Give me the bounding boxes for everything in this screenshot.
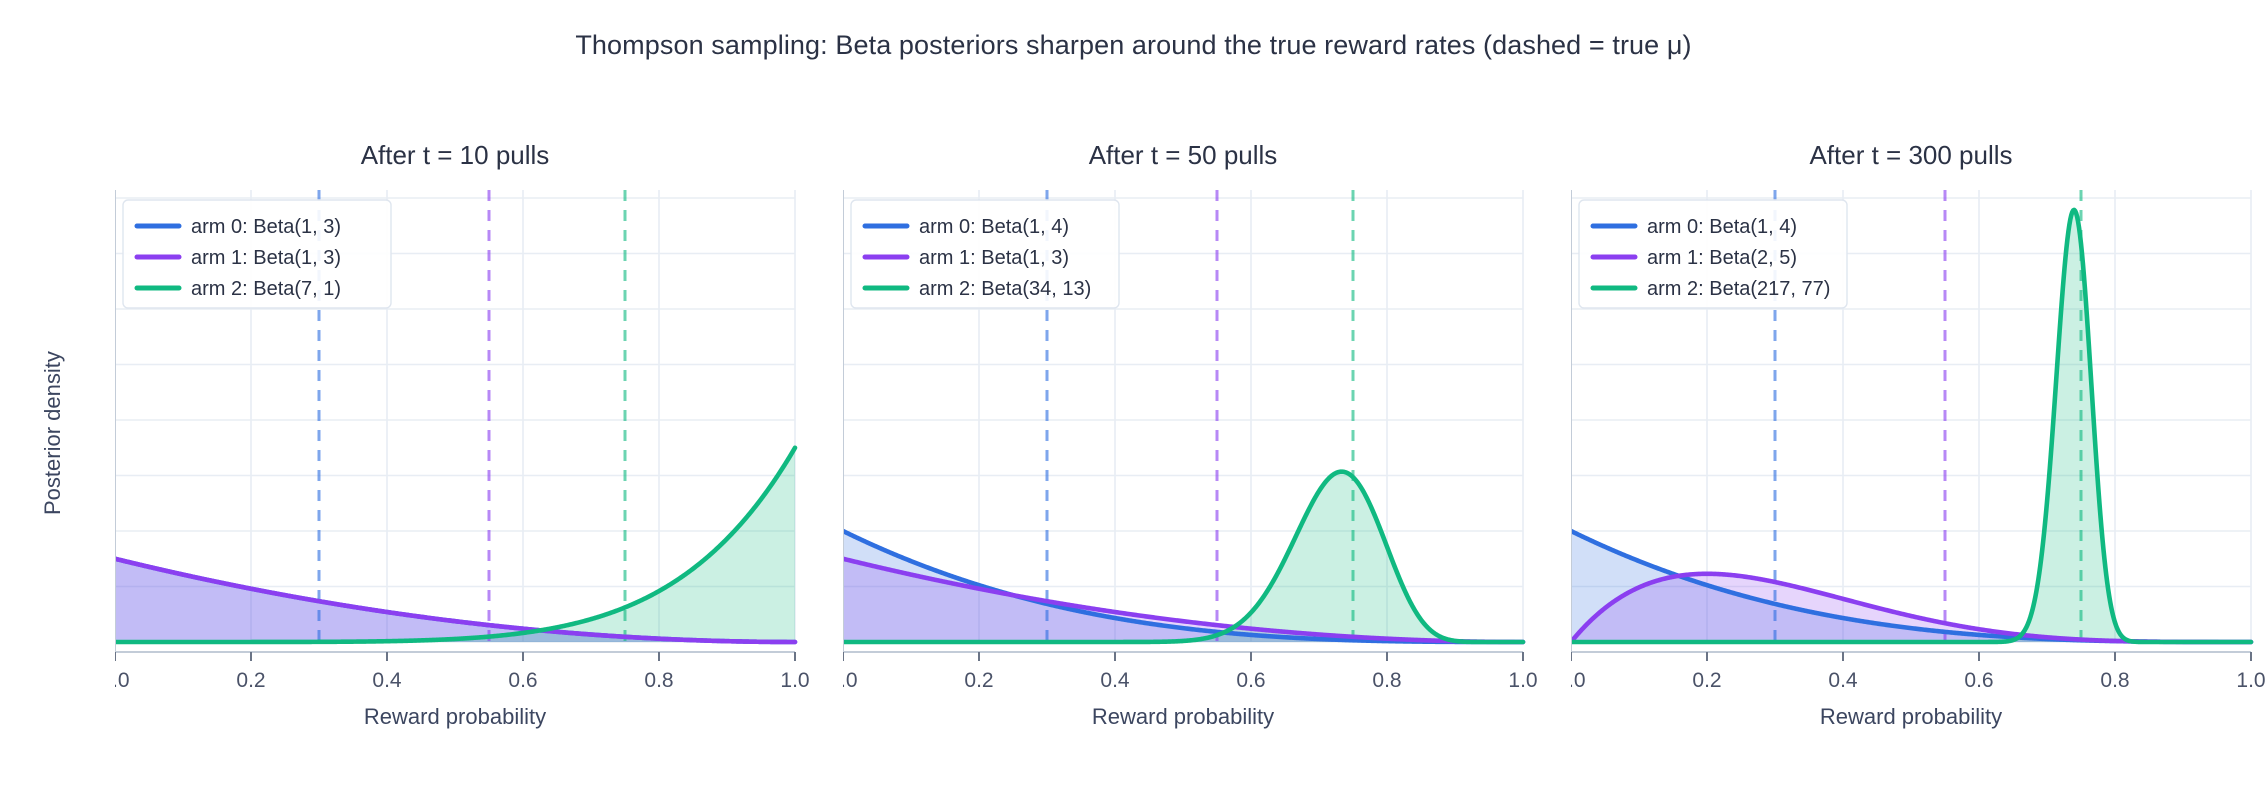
legend-label-arm-2: arm 2: Beta(7, 1) bbox=[191, 278, 341, 300]
legend-label-arm-2: arm 2: Beta(34, 13) bbox=[919, 278, 1091, 300]
x-axis-label: Reward probability bbox=[1091, 704, 1275, 729]
plot-area-0: 0.00.20.40.60.81.00246810121416arm 0: Be… bbox=[115, 190, 810, 692]
legend-label-arm-1: arm 1: Beta(2, 5) bbox=[1647, 247, 1797, 269]
density-curve-arm-2 bbox=[1571, 207, 2254, 645]
legend-label-arm-0: arm 0: Beta(1, 4) bbox=[919, 216, 1069, 238]
legend-label-arm-2: arm 2: Beta(217, 77) bbox=[1647, 278, 1830, 300]
y-axis-label: Posterior density bbox=[40, 351, 65, 515]
plot-area-2: 0.0 0.2 0.4 0.6 0.8 1.0 arm 0: Beta(1, 4) arm 1… bbox=[1571, 190, 2266, 692]
x-tick-label: 1.0 bbox=[1508, 669, 1537, 692]
x-tick-label: 0.6 bbox=[1236, 669, 1265, 692]
legend-box bbox=[122, 199, 392, 309]
x-tick-label: 0.4 bbox=[372, 669, 402, 692]
figure-suptitle: Thompson sampling: Beta posteriors sharp… bbox=[575, 30, 1692, 60]
x-tick-label: 0.6 bbox=[508, 669, 537, 692]
subplot-title: After t = 300 pulls bbox=[1809, 140, 2013, 170]
legend-label-arm-1: arm 1: Beta(1, 3) bbox=[919, 247, 1069, 269]
x-tick-label: 0.2 bbox=[236, 669, 265, 692]
x-tick-label: 0.2 bbox=[964, 669, 993, 692]
x-tick-label: 0.8 bbox=[2100, 669, 2129, 692]
x-tick-label: 0.4 bbox=[1100, 669, 1130, 692]
x-tick-label: 0.8 bbox=[644, 669, 673, 692]
density-curve-arm-2 bbox=[843, 469, 1526, 645]
x-tick-label: 1.0 bbox=[780, 669, 809, 692]
density-curve-arm-2 bbox=[115, 445, 798, 645]
density-fill-arm-1 bbox=[115, 558, 795, 642]
subplot-title: After t = 50 pulls bbox=[1088, 140, 1278, 170]
density-curve-arm-1 bbox=[115, 556, 798, 645]
x-tick-label: 0.0 bbox=[115, 669, 130, 692]
density-fill-arm-0 bbox=[843, 531, 1523, 642]
x-tick-label: 0.6 bbox=[1964, 669, 1993, 692]
x-tick-label: 0.8 bbox=[1372, 669, 1401, 692]
density-fill-arm-1 bbox=[1571, 573, 2251, 642]
x-axis-label: Reward probability bbox=[363, 704, 547, 729]
legend-label-arm-0: arm 0: Beta(1, 4) bbox=[1647, 216, 1797, 238]
legend-label-arm-1: arm 1: Beta(1, 3) bbox=[191, 247, 341, 269]
x-tick-label: 0.4 bbox=[1828, 669, 1858, 692]
legend-box bbox=[850, 199, 1120, 309]
density-curve-arm-1 bbox=[843, 556, 1526, 645]
x-tick-label: 0.0 bbox=[1571, 669, 1586, 692]
subplot-title: After t = 10 pulls bbox=[360, 140, 550, 170]
x-tick-label: 0.2 bbox=[1692, 669, 1721, 692]
density-fill-arm-1 bbox=[843, 558, 1523, 642]
density-fill-arm-0 bbox=[1571, 531, 2251, 642]
density-fill-arm-0 bbox=[115, 558, 795, 642]
x-tick-label: 0.0 bbox=[843, 669, 858, 692]
legend-box bbox=[1578, 199, 1848, 309]
x-axis-label: Reward probability bbox=[1819, 704, 2003, 729]
plot-area-1: 0.0 0.2 0.4 0.6 0.8 1.0 arm 0: Beta(1, 4) arm 1… bbox=[843, 190, 1538, 692]
density-fill-arm-2 bbox=[115, 447, 795, 642]
legend-label-arm-0: arm 0: Beta(1, 3) bbox=[191, 216, 341, 238]
x-tick-label: 1.0 bbox=[2236, 669, 2265, 692]
